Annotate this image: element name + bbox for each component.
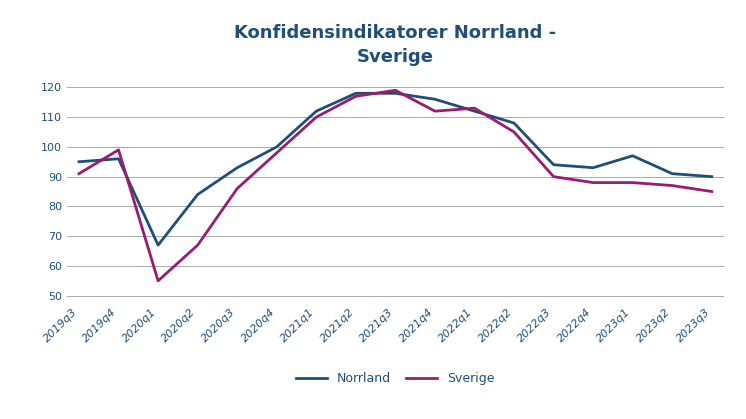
Line: Sverige: Sverige [79, 91, 712, 281]
Norrland [549, 162, 558, 167]
Norrland [193, 192, 202, 197]
Norrland [391, 91, 400, 96]
Sverige [351, 94, 360, 99]
Sverige [391, 88, 400, 93]
Norrland [75, 159, 84, 164]
Sverige [272, 150, 281, 155]
Title: Konfidensindikatorer Norrland -
Sverige: Konfidensindikatorer Norrland - Sverige [234, 24, 557, 65]
Norrland [114, 156, 123, 161]
Norrland [154, 243, 163, 248]
Sverige [312, 114, 321, 119]
Sverige [668, 183, 677, 188]
Sverige [430, 109, 439, 114]
Sverige [233, 186, 242, 191]
Sverige [75, 171, 84, 176]
Norrland [668, 171, 677, 176]
Norrland [707, 174, 716, 179]
Sverige [114, 147, 123, 153]
Legend: Norrland, Sverige: Norrland, Sverige [291, 367, 500, 391]
Sverige [549, 174, 558, 179]
Norrland [470, 109, 479, 114]
Sverige [154, 278, 163, 283]
Sverige [628, 180, 637, 185]
Norrland [272, 145, 281, 150]
Norrland [351, 91, 360, 96]
Sverige [589, 180, 598, 185]
Norrland [510, 121, 518, 126]
Sverige [707, 189, 716, 194]
Norrland [430, 97, 439, 102]
Sverige [510, 129, 518, 134]
Norrland [312, 109, 321, 114]
Norrland [589, 165, 598, 170]
Sverige [193, 243, 202, 248]
Sverige [470, 106, 479, 111]
Norrland [233, 165, 242, 170]
Norrland [628, 153, 637, 158]
Line: Norrland: Norrland [79, 93, 712, 245]
